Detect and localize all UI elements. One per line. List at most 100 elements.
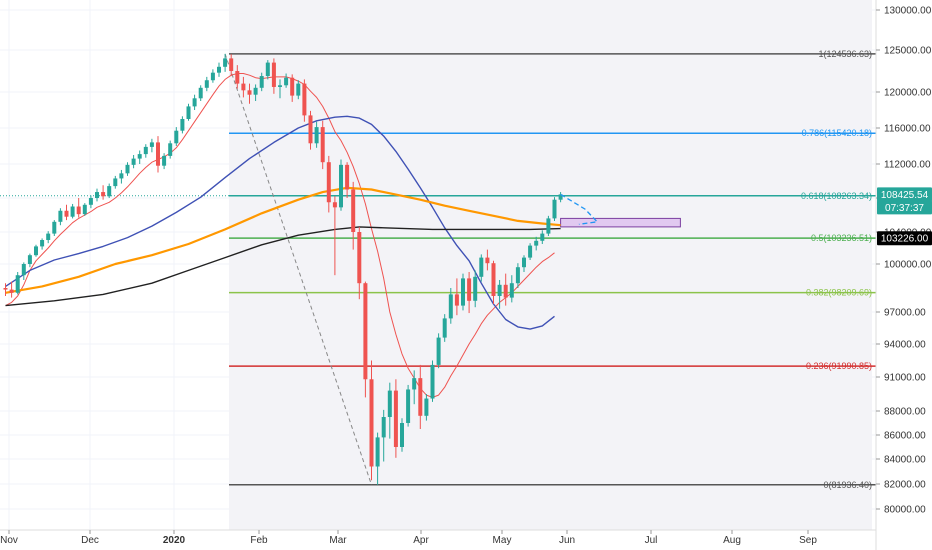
candle-body [552, 199, 557, 219]
candle-body [70, 206, 75, 217]
candle-body [107, 186, 112, 197]
candle-body [46, 233, 51, 240]
candle-body [448, 294, 453, 319]
candle-body [558, 194, 563, 200]
x-tick-label: Sep [799, 535, 817, 546]
candle-body [430, 364, 435, 399]
y-tick-label: 100000.00 [884, 260, 932, 271]
candle-body [381, 417, 386, 438]
candle-body [339, 164, 343, 208]
candle-body [168, 143, 173, 156]
candle-body [113, 178, 118, 187]
candle-body [265, 62, 270, 77]
candle-body [137, 154, 142, 159]
candle-body [9, 289, 14, 293]
candle-body [27, 255, 32, 264]
candle-body [546, 218, 551, 234]
x-tick-label: Jul [645, 535, 658, 546]
candle-body [363, 283, 368, 380]
candle-body [503, 284, 508, 298]
moving-average-line[interactable] [5, 186, 561, 294]
candle-body [400, 423, 404, 447]
fib-range-highlight [229, 0, 872, 530]
moving-average-line[interactable] [5, 226, 561, 307]
candle-body [131, 158, 136, 165]
candle-body [174, 130, 179, 144]
price-tag [877, 231, 932, 246]
price-tag [877, 200, 932, 215]
candle-body [509, 283, 514, 298]
y-tick-label: 120000.00 [884, 88, 932, 99]
price-tag-label: 07:37:37 [885, 203, 924, 214]
candle-body [284, 77, 289, 86]
moving-average-line[interactable] [5, 115, 555, 330]
fib-level-label: 0(81936.40) [823, 480, 872, 490]
candle-body [40, 240, 45, 247]
candle-body [156, 142, 160, 166]
candle-body [461, 278, 465, 306]
candle-body [21, 264, 26, 276]
candle-body [436, 337, 441, 365]
y-tick-label: 91000.00 [884, 373, 926, 384]
y-tick-label: 130000.00 [884, 6, 932, 17]
candle-body [351, 189, 356, 232]
candle-body [522, 257, 526, 268]
candle-body [302, 83, 307, 116]
candle-body [34, 246, 38, 256]
candle-body [149, 142, 154, 147]
candle-body [125, 164, 130, 174]
candle-body [247, 90, 252, 95]
candle-body [320, 127, 325, 163]
fib-level-label: 0.382(98209.69) [806, 288, 872, 298]
candle-body [479, 257, 484, 277]
fib-level-label: 0.618(108263.34) [801, 191, 872, 201]
x-tick-label: Aug [723, 535, 741, 546]
candle-body [186, 106, 191, 119]
candle-body [357, 232, 362, 284]
x-tick-label: May [493, 535, 512, 546]
candle-body [223, 58, 228, 67]
candle-body [64, 210, 69, 217]
candle-body [58, 210, 63, 222]
candle-body [375, 437, 380, 467]
y-tick-label: 125000.00 [884, 46, 932, 57]
candle-body [442, 318, 447, 338]
y-tick-label: 84000.00 [884, 455, 926, 466]
y-tick-label: 80000.00 [884, 505, 926, 516]
candle-body [88, 198, 93, 205]
candle-body [198, 87, 203, 99]
y-tick-label: 82000.00 [884, 480, 926, 491]
candle-body [143, 146, 148, 155]
x-tick-label: Nov [0, 535, 18, 546]
candle-body [15, 275, 20, 293]
candle-body [241, 83, 246, 91]
y-tick-label: 86000.00 [884, 431, 926, 442]
x-tick-label: Apr [413, 535, 429, 546]
moving-average-line[interactable] [5, 73, 555, 398]
x-tick-label: Jun [559, 535, 575, 546]
candle-body [528, 245, 533, 258]
candle-body [217, 66, 221, 73]
candle-body [314, 127, 319, 144]
candle-body [454, 294, 459, 306]
y-tick-label: 97000.00 [884, 308, 926, 319]
candle-body [192, 98, 197, 107]
x-tick-label: Feb [250, 535, 268, 546]
candle-body [534, 240, 539, 246]
candle-body [95, 192, 99, 198]
target-zone-rectangle[interactable] [560, 217, 681, 228]
candle-body [278, 85, 282, 87]
candle-body [204, 80, 209, 88]
trend-line-dashed[interactable] [224, 53, 372, 485]
candle-body [418, 378, 423, 416]
candle-body [424, 398, 429, 416]
candle-body [101, 192, 106, 197]
candle-body [162, 155, 167, 166]
fib-level-label: 1(124536.63) [818, 49, 872, 59]
x-tick-label: Mar [329, 535, 347, 546]
fib-level-label: 0.236(91990.85) [806, 361, 872, 371]
x-tick-label: Dec [81, 535, 99, 546]
candle-body [3, 288, 8, 290]
